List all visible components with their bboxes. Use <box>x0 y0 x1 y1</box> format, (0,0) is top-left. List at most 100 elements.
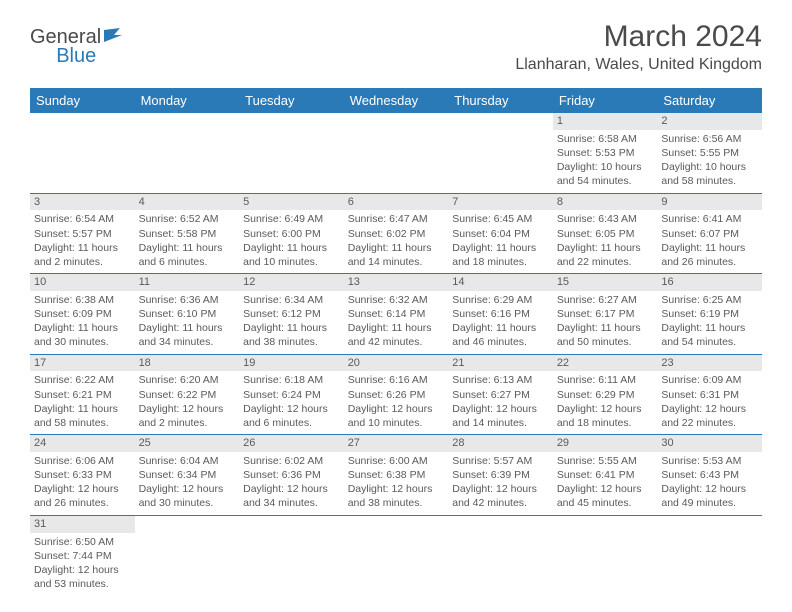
sunset-text: Sunset: 6:43 PM <box>661 468 758 482</box>
day-number: 21 <box>448 355 553 372</box>
calendar-cell: 8Sunrise: 6:43 AMSunset: 6:05 PMDaylight… <box>553 193 658 274</box>
daylight-text: Daylight: 12 hours and 53 minutes. <box>34 563 131 591</box>
sunset-text: Sunset: 6:12 PM <box>243 307 340 321</box>
calendar-cell: 7Sunrise: 6:45 AMSunset: 6:04 PMDaylight… <box>448 193 553 274</box>
daylight-text: Daylight: 11 hours and 58 minutes. <box>34 402 131 430</box>
day-number: 31 <box>30 516 135 533</box>
sunset-text: Sunset: 6:04 PM <box>452 227 549 241</box>
daylight-text: Daylight: 12 hours and 18 minutes. <box>557 402 654 430</box>
sunrise-text: Sunrise: 6:25 AM <box>661 293 758 307</box>
sunrise-text: Sunrise: 6:06 AM <box>34 454 131 468</box>
calendar-cell: 2Sunrise: 6:56 AMSunset: 5:55 PMDaylight… <box>657 113 762 193</box>
flag-icon <box>104 28 126 47</box>
day-number: 20 <box>344 355 449 372</box>
sunset-text: Sunset: 6:31 PM <box>661 388 758 402</box>
daylight-text: Daylight: 11 hours and 54 minutes. <box>661 321 758 349</box>
daylight-text: Daylight: 12 hours and 6 minutes. <box>243 402 340 430</box>
day-number: 5 <box>239 194 344 211</box>
calendar-cell: 19Sunrise: 6:18 AMSunset: 6:24 PMDayligh… <box>239 354 344 435</box>
calendar-cell: 12Sunrise: 6:34 AMSunset: 6:12 PMDayligh… <box>239 274 344 355</box>
sunrise-text: Sunrise: 6:16 AM <box>348 373 445 387</box>
calendar-cell: 17Sunrise: 6:22 AMSunset: 6:21 PMDayligh… <box>30 354 135 435</box>
sunrise-text: Sunrise: 6:02 AM <box>243 454 340 468</box>
day-number: 6 <box>344 194 449 211</box>
day-number: 14 <box>448 274 553 291</box>
sunset-text: Sunset: 5:58 PM <box>139 227 236 241</box>
sunrise-text: Sunrise: 6:47 AM <box>348 212 445 226</box>
daylight-text: Daylight: 12 hours and 30 minutes. <box>139 482 236 510</box>
sunset-text: Sunset: 6:07 PM <box>661 227 758 241</box>
sunset-text: Sunset: 6:09 PM <box>34 307 131 321</box>
sunrise-text: Sunrise: 6:58 AM <box>557 132 654 146</box>
sunrise-text: Sunrise: 6:49 AM <box>243 212 340 226</box>
sunset-text: Sunset: 6:29 PM <box>557 388 654 402</box>
sunset-text: Sunset: 6:17 PM <box>557 307 654 321</box>
sunrise-text: Sunrise: 5:53 AM <box>661 454 758 468</box>
location: Llanharan, Wales, United Kingdom <box>515 56 762 74</box>
day-number: 1 <box>553 113 658 130</box>
calendar-cell: 24Sunrise: 6:06 AMSunset: 6:33 PMDayligh… <box>30 435 135 516</box>
logo-blue-row: General Blue <box>30 45 101 68</box>
calendar-cell: 6Sunrise: 6:47 AMSunset: 6:02 PMDaylight… <box>344 193 449 274</box>
sunrise-text: Sunrise: 6:50 AM <box>34 535 131 549</box>
sunrise-text: Sunrise: 6:22 AM <box>34 373 131 387</box>
calendar-cell: 31 Sunrise: 6:50 AMSunset: 7:44 PMDayligh… <box>30 515 135 595</box>
day-number: 22 <box>553 355 658 372</box>
sunrise-text: Sunrise: 6:43 AM <box>557 212 654 226</box>
sunset-text: Sunset: 6:36 PM <box>243 468 340 482</box>
day-number: 11 <box>135 274 240 291</box>
day-number: 25 <box>135 435 240 452</box>
daylight-text: Daylight: 11 hours and 10 minutes. <box>243 241 340 269</box>
sunset-text: Sunset: 6:02 PM <box>348 227 445 241</box>
calendar-cell: 14Sunrise: 6:29 AMSunset: 6:16 PMDayligh… <box>448 274 553 355</box>
day-number: 9 <box>657 194 762 211</box>
calendar-cell: 30Sunrise: 5:53 AMSunset: 6:43 PMDayligh… <box>657 435 762 516</box>
calendar-cell: 4Sunrise: 6:52 AMSunset: 5:58 PMDaylight… <box>135 193 240 274</box>
sunset-text: Sunset: 6:34 PM <box>139 468 236 482</box>
sunrise-text: Sunrise: 6:38 AM <box>34 293 131 307</box>
sunrise-text: Sunrise: 6:18 AM <box>243 373 340 387</box>
sunset-text: Sunset: 6:38 PM <box>348 468 445 482</box>
daylight-text: Daylight: 11 hours and 38 minutes. <box>243 321 340 349</box>
daylight-text: Daylight: 11 hours and 34 minutes. <box>139 321 236 349</box>
calendar-cell: 13Sunrise: 6:32 AMSunset: 6:14 PMDayligh… <box>344 274 449 355</box>
calendar-cell: 23Sunrise: 6:09 AMSunset: 6:31 PMDayligh… <box>657 354 762 435</box>
daylight-text: Daylight: 12 hours and 2 minutes. <box>139 402 236 430</box>
day-number: 27 <box>344 435 449 452</box>
calendar-cell: 16Sunrise: 6:25 AMSunset: 6:19 PMDayligh… <box>657 274 762 355</box>
calendar-row: 10Sunrise: 6:38 AMSunset: 6:09 PMDayligh… <box>30 274 762 355</box>
day-header-wednesday: Wednesday <box>344 88 449 113</box>
day-number: 16 <box>657 274 762 291</box>
title-block: March 2024 Llanharan, Wales, United King… <box>515 20 762 74</box>
daylight-text: Daylight: 11 hours and 2 minutes. <box>34 241 131 269</box>
calendar-cell: 22Sunrise: 6:11 AMSunset: 6:29 PMDayligh… <box>553 354 658 435</box>
daylight-text: Daylight: 11 hours and 18 minutes. <box>452 241 549 269</box>
daylight-text: Daylight: 10 hours and 58 minutes. <box>661 160 758 188</box>
sunset-text: Sunset: 6:21 PM <box>34 388 131 402</box>
calendar-cell: 5Sunrise: 6:49 AMSunset: 6:00 PMDaylight… <box>239 193 344 274</box>
day-number: 4 <box>135 194 240 211</box>
daylight-text: Daylight: 10 hours and 54 minutes. <box>557 160 654 188</box>
sunset-text: Sunset: 7:44 PM <box>34 549 131 563</box>
calendar-cell: 27Sunrise: 6:00 AMSunset: 6:38 PMDayligh… <box>344 435 449 516</box>
sunrise-text: Sunrise: 6:29 AM <box>452 293 549 307</box>
sunrise-text: Sunrise: 5:55 AM <box>557 454 654 468</box>
sunset-text: Sunset: 6:00 PM <box>243 227 340 241</box>
sunrise-text: Sunrise: 6:09 AM <box>661 373 758 387</box>
sunset-text: Sunset: 6:14 PM <box>348 307 445 321</box>
daylight-text: Daylight: 12 hours and 22 minutes. <box>661 402 758 430</box>
day-number: 18 <box>135 355 240 372</box>
daylight-text: Daylight: 12 hours and 49 minutes. <box>661 482 758 510</box>
sunrise-text: Sunrise: 6:56 AM <box>661 132 758 146</box>
sunrise-text: Sunrise: 6:54 AM <box>34 212 131 226</box>
sunset-text: Sunset: 5:53 PM <box>557 146 654 160</box>
sunrise-text: Sunrise: 6:20 AM <box>139 373 236 387</box>
daylight-text: Daylight: 11 hours and 46 minutes. <box>452 321 549 349</box>
calendar-cell <box>448 515 553 595</box>
daylight-text: Daylight: 11 hours and 6 minutes. <box>139 241 236 269</box>
day-header-friday: Friday <box>553 88 658 113</box>
daylight-text: Daylight: 11 hours and 22 minutes. <box>557 241 654 269</box>
daylight-text: Daylight: 12 hours and 34 minutes. <box>243 482 340 510</box>
day-header-row: SundayMondayTuesdayWednesdayThursdayFrid… <box>30 88 762 113</box>
calendar-cell <box>30 113 135 193</box>
